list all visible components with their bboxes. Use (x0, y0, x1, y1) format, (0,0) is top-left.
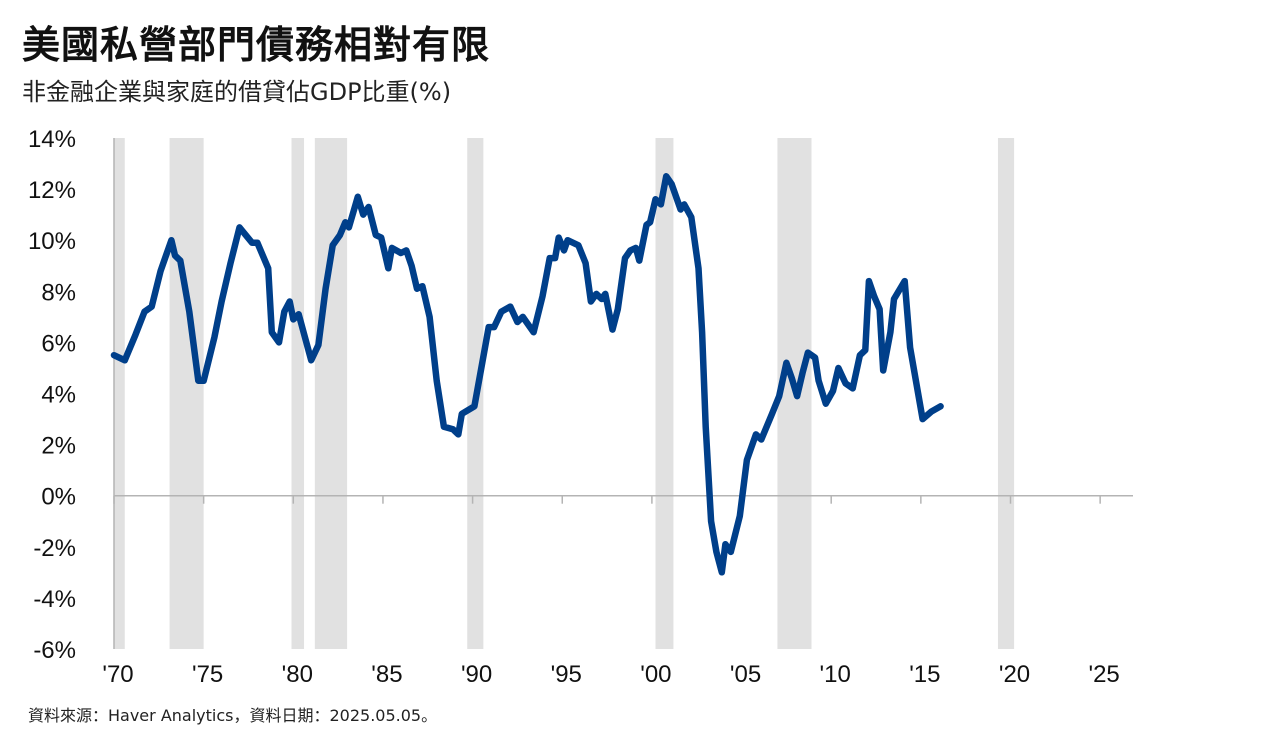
x-tick-label-0: '70 (102, 661, 133, 688)
source-note: 資料來源：Haver Analytics，資料日期：2025.05.05。 (28, 706, 438, 725)
y-tick-label-5: 4% (41, 382, 76, 409)
recession-band-1 (114, 138, 125, 649)
x-tick-label-1: '75 (192, 661, 223, 688)
axes (113, 138, 1133, 649)
recession-band-3 (291, 138, 305, 649)
recession-band-4 (314, 138, 348, 649)
y-tick-labels: 14% 12% 10% 8% 6% 4% 2% 0% -2% -4% -6% (28, 126, 76, 664)
y-tick-label-2: 10% (28, 228, 76, 255)
y-tick-label-1: 12% (28, 177, 76, 204)
y-tick-label-3: 8% (41, 279, 76, 306)
y-tick-label-9: -4% (33, 586, 76, 613)
x-tick-label-7: '05 (730, 661, 761, 688)
x-tick-label-4: '90 (461, 661, 492, 688)
series-line-1 (110, 173, 944, 576)
x-tick-label-5: '95 (551, 661, 582, 688)
y-tick-label-6: 2% (41, 433, 76, 460)
recession-band-8 (997, 138, 1015, 649)
chart-subtitle: 非金融企業與家庭的借貸佔GDP比重(%) (22, 78, 452, 106)
x-tick-label-9: '15 (909, 661, 940, 688)
recession-bands (114, 138, 1015, 649)
x-tick-label-11: '25 (1089, 661, 1120, 688)
x-tick-label-2: '80 (282, 661, 313, 688)
y-tick-label-10: -6% (33, 637, 76, 664)
x-tick-labels: '70 '75 '80 '85 '90 '95 '00 '05 '10 '15 '20 '25 (102, 661, 1119, 688)
x-tick-label-6: '00 (640, 661, 671, 688)
y-tick-label-7: 0% (41, 484, 76, 511)
y-tick-label-8: -2% (33, 535, 76, 562)
x-tick-label-3: '85 (371, 661, 402, 688)
y-tick-label-0: 14% (28, 126, 76, 153)
recession-band-6 (655, 138, 674, 649)
y-tick-label-4: 6% (41, 330, 76, 357)
x-tick-label-10: '20 (999, 661, 1030, 688)
recession-band-2 (169, 138, 204, 649)
x-tick-label-8: '10 (820, 661, 851, 688)
series-layer (110, 173, 944, 576)
chart-title: 美國私營部門債務相對有限 (22, 23, 491, 67)
